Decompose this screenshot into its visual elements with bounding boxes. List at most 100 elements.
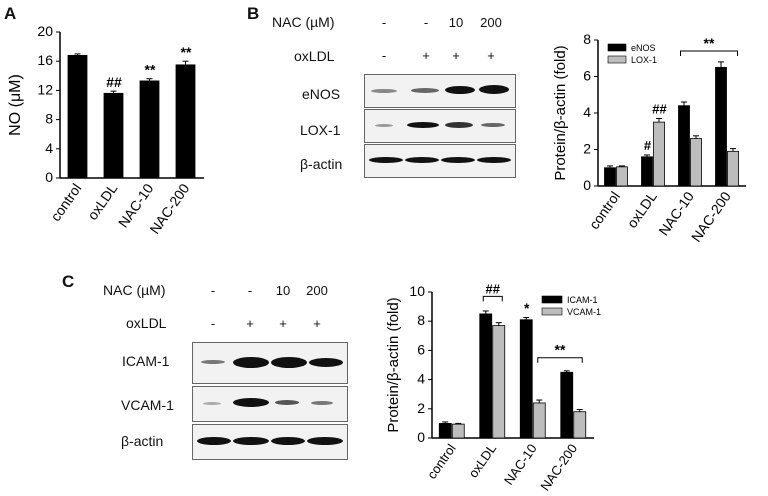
- band: [477, 157, 511, 163]
- x-tick-label: control: [47, 181, 84, 225]
- blot-bactin-c: [192, 424, 348, 460]
- panel-c-nac-label: NAC (µM): [103, 282, 166, 298]
- bar: [604, 167, 616, 187]
- significance-marker: ##: [652, 102, 667, 117]
- x-tick-label: NAC-10: [501, 441, 540, 487]
- bar: [519, 319, 533, 439]
- band: [371, 89, 397, 93]
- bar: [139, 80, 160, 179]
- band: [369, 157, 403, 163]
- bar: [715, 66, 727, 187]
- panel-b-oxldl-4: +: [487, 48, 495, 63]
- panel-c-oxldl-3: +: [279, 316, 287, 331]
- panel-c-nac-1: -: [210, 283, 216, 298]
- significance-marker: #: [644, 138, 652, 153]
- blot-bactin-b: [364, 144, 516, 178]
- bar: [103, 92, 124, 179]
- band: [233, 398, 269, 407]
- band: [479, 85, 509, 94]
- legend-label: LOX-1: [631, 55, 657, 65]
- x-tick-label: NAC-10: [655, 188, 697, 238]
- band: [203, 402, 221, 405]
- bar: [67, 54, 88, 179]
- y-tick-label: 2: [417, 400, 425, 416]
- panel-b-nac-3: 10: [448, 15, 464, 30]
- y-tick-label: 0: [583, 177, 591, 193]
- bar: [451, 423, 465, 439]
- panel-b-letter: B: [247, 4, 260, 23]
- y-axis-label: NO (μM): [7, 74, 24, 136]
- significance-marker: **: [181, 44, 192, 60]
- significance-marker: **: [704, 35, 715, 51]
- y-tick-label: 20: [37, 23, 53, 39]
- panel-b-oxldl-2: +: [422, 48, 430, 63]
- x-tick-label: oxLDL: [84, 180, 120, 223]
- panel-c-row-label-bactin: β-actin: [121, 433, 164, 449]
- legend-label: eNOS: [631, 43, 656, 53]
- panel-c-oxldl-4: +: [313, 316, 321, 331]
- legend-swatch: [607, 55, 627, 64]
- panel-c-letter: C: [62, 272, 75, 291]
- y-tick-label: 2: [583, 141, 591, 157]
- y-tick-label: 4: [417, 371, 425, 387]
- panel-c-oxldl-label: oxLDL: [126, 315, 167, 331]
- band: [311, 401, 333, 405]
- panel-b-row-label-lox1: LOX-1: [300, 122, 341, 138]
- significance-bracket: [482, 295, 503, 302]
- panel-c-row-label-vcam1: VCAM-1: [121, 397, 174, 413]
- y-axis-label: Protein/β-actin (fold): [552, 45, 569, 180]
- band: [441, 157, 475, 163]
- x-tick-label: oxLDL: [624, 188, 660, 231]
- x-tick-label: control: [424, 441, 459, 482]
- y-tick-label: 16: [37, 52, 53, 68]
- panel-c-nac-3: 10: [275, 283, 291, 298]
- band: [309, 358, 343, 367]
- band: [445, 122, 473, 128]
- y-tick-label: 0: [45, 169, 53, 185]
- panel-b-nac-4: 200: [480, 15, 502, 30]
- blot-vcam1: [192, 386, 348, 422]
- bar: [438, 422, 452, 439]
- blot-icam1: [192, 342, 348, 384]
- x-tick-label: NAC-200: [146, 180, 192, 237]
- panel-c-nac-2: -: [247, 283, 253, 298]
- band: [375, 124, 393, 127]
- y-tick-label: 10: [409, 283, 425, 299]
- bar: [727, 150, 739, 187]
- band: [445, 86, 475, 94]
- legend-swatch: [607, 43, 627, 52]
- y-tick-label: 8: [583, 31, 591, 47]
- x-tick-label: NAC-200: [688, 188, 734, 245]
- bar: [678, 105, 690, 187]
- y-axis-label: Protein/β-actin (fold): [385, 297, 402, 432]
- significance-bracket: [537, 357, 583, 363]
- bar: [653, 121, 665, 187]
- panel-b-row-label-bactin: β-actin: [300, 156, 343, 172]
- y-tick-label: 12: [37, 81, 53, 97]
- y-tick-label: 4: [583, 104, 591, 120]
- y-tick-label: 6: [417, 341, 425, 357]
- panel-b-nac-label: NAC (µM): [272, 14, 335, 30]
- x-tick-label: oxLDL: [465, 441, 499, 480]
- significance-marker: **: [145, 62, 156, 78]
- band: [233, 437, 269, 445]
- panel-b-nac-1: -: [381, 15, 387, 30]
- x-tick-label: NAC-200: [537, 441, 580, 493]
- band: [407, 122, 439, 128]
- bar: [560, 371, 574, 439]
- significance-bracket: [680, 50, 738, 56]
- bar: [690, 138, 702, 187]
- band: [275, 400, 299, 405]
- band: [405, 157, 439, 163]
- legend-swatch: [541, 307, 563, 316]
- y-tick-label: 8: [45, 111, 53, 127]
- legend-label: VCAM-1: [567, 307, 601, 317]
- blot-enos: [364, 74, 516, 108]
- y-tick-label: 6: [583, 68, 591, 84]
- panel-a-letter: A: [4, 4, 17, 23]
- band: [201, 360, 225, 364]
- band: [307, 437, 343, 445]
- bar: [616, 166, 628, 187]
- band: [197, 437, 231, 445]
- y-tick-label: 8: [417, 312, 425, 328]
